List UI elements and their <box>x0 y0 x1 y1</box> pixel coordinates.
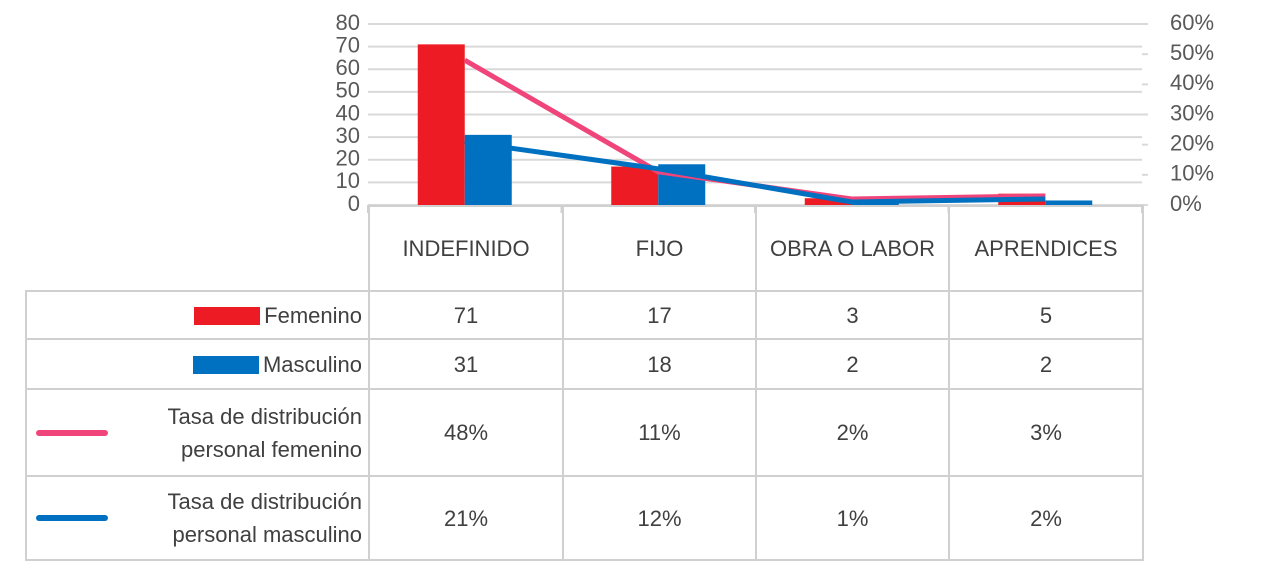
table-value: 48% <box>368 388 564 477</box>
y-tick-label: 60 <box>336 55 360 80</box>
y2-tick-label: 10% <box>1170 161 1214 186</box>
table-value: 21% <box>368 475 564 561</box>
legend-key <box>36 429 108 436</box>
line-series <box>463 58 1046 202</box>
legend-key <box>194 306 261 325</box>
y-tick-label: 10 <box>336 168 360 193</box>
table-value: 18 <box>562 338 757 390</box>
table-row: Tasa de distribución personal femenino 48… <box>25 388 1144 477</box>
bar <box>611 166 659 205</box>
category-label: OBRA O LABOR <box>755 205 950 292</box>
table-value: 2% <box>948 475 1144 561</box>
legend-key <box>192 355 259 374</box>
bar <box>1045 200 1093 205</box>
blank-cell <box>26 206 370 291</box>
bar <box>804 198 852 205</box>
table-row: Masculino 31 18 2 2 <box>25 338 1144 390</box>
category-label: APRENDICES <box>948 205 1144 292</box>
table-value: 1% <box>755 475 950 561</box>
table-value: 31 <box>368 338 564 390</box>
data-table: INDEFINIDO FIJO OBRA O LABOR APRENDICES Feme… <box>25 205 1144 561</box>
legend-key <box>36 515 108 521</box>
table-header-row: INDEFINIDO FIJO OBRA O LABOR APRENDICES <box>26 205 1144 292</box>
table-value: 2% <box>755 388 950 477</box>
y2-tick-label: 20% <box>1170 130 1214 155</box>
bar <box>417 44 465 205</box>
y-tick-label: 30 <box>336 123 360 148</box>
legend-label: Tasa de distribución personal femenino <box>167 403 362 462</box>
legend-label: Masculino <box>262 352 362 378</box>
category-label: INDEFINIDO <box>368 205 564 292</box>
row-label: Tasa de distribución personal masculino <box>25 475 370 561</box>
row-label: Femenino <box>25 290 370 340</box>
y-tick-label: 80 <box>336 10 360 35</box>
line-series <box>464 139 1046 205</box>
y-tick-label: 40 <box>336 100 360 125</box>
table-value: 3 <box>755 290 950 340</box>
legend-label: Femenino <box>264 303 362 329</box>
y-tick-label: 70 <box>336 32 360 57</box>
table-value: 2 <box>755 338 950 390</box>
legend-label: Tasa de distribución personal masculino <box>167 489 362 547</box>
table-row: Tasa de distribución personal masculino 2… <box>25 475 1144 561</box>
table-row: Femenino 71 17 3 5 <box>25 290 1144 340</box>
y-tick-label: 20 <box>336 146 360 171</box>
table-value: 3% <box>948 388 1144 477</box>
table-value: 2 <box>948 338 1144 390</box>
table-value: 11% <box>562 388 757 477</box>
table-value: 12% <box>562 475 757 561</box>
row-label: Masculino <box>25 338 370 390</box>
y2-tick-label: 40% <box>1170 70 1214 95</box>
table-value: 71 <box>368 290 564 340</box>
y-tick-label: 50 <box>336 78 360 103</box>
y2-tick-label: 30% <box>1170 100 1214 125</box>
y2-tick-label: 60% <box>1170 10 1214 35</box>
y2-tick-label: 50% <box>1170 40 1214 65</box>
row-label: Tasa de distribución personal femenino <box>25 388 370 477</box>
table-value: 5 <box>948 290 1144 340</box>
table-value: 17 <box>562 290 757 340</box>
y2-tick-label: 0% <box>1170 191 1202 216</box>
category-label: FIJO <box>562 205 757 292</box>
